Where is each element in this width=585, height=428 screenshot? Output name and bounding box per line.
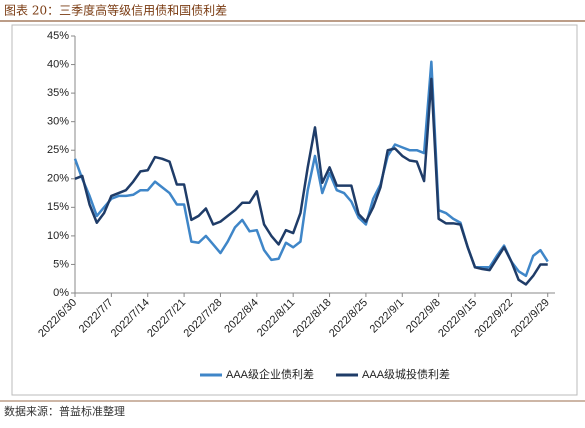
y-tick-label: 30%	[47, 116, 69, 128]
chart-frame	[11, 24, 578, 396]
y-tick-label: 40%	[47, 58, 69, 70]
x-tick-label: 2022/8/18	[291, 297, 334, 340]
y-tick-label: 20%	[47, 173, 69, 185]
legend-label: AAA级企业债利差	[226, 367, 314, 381]
y-tick-label: 45%	[47, 30, 69, 42]
legend-label: AAA级城投债利差	[362, 367, 450, 381]
x-tick-label: 2022/7/14	[109, 297, 152, 340]
x-tick-label: 2022/9/22	[472, 297, 515, 340]
y-tick-label: 0%	[53, 287, 69, 299]
x-tick-label: 2022/7/21	[145, 297, 188, 340]
y-tick-label: 35%	[47, 87, 69, 99]
source-note: 数据来源：普益标准整理	[4, 404, 125, 418]
x-tick-label: 2022/9/29	[509, 297, 552, 340]
x-tick-label: 2022/6/30	[36, 297, 79, 340]
x-tick-label: 2022/7/28	[182, 297, 225, 340]
y-tick-label: 10%	[47, 230, 69, 242]
y-tick-label: 5%	[53, 258, 69, 270]
y-tick-label: 25%	[47, 144, 69, 156]
x-tick-label: 2022/8/25	[327, 297, 370, 340]
chart-title: 图表 20：三季度高等级信用债和国债利差	[4, 3, 227, 18]
series-line	[73, 60, 549, 278]
series-line	[74, 77, 548, 286]
y-tick-label: 15%	[47, 201, 69, 213]
x-tick-label: 2022/9/1	[368, 297, 407, 336]
x-tick-label: 2022/9/15	[436, 297, 479, 340]
